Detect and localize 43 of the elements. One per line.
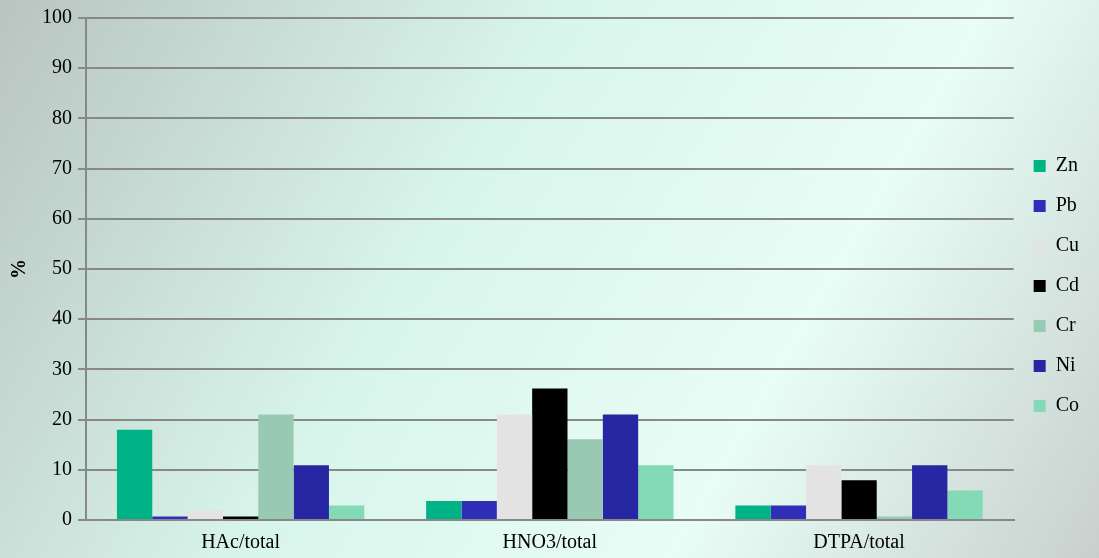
bar — [602, 414, 639, 519]
bar — [461, 500, 497, 519]
bar — [116, 429, 153, 519]
bar — [532, 388, 568, 519]
y-tick-label: 0 — [62, 507, 72, 530]
y-tick-label: 100 — [42, 5, 72, 28]
x-tick-label: HNO3/total — [502, 530, 598, 553]
bar — [770, 505, 807, 519]
y-tick-label: 90 — [52, 55, 72, 78]
legend-label: Pb — [1055, 193, 1077, 216]
bar — [426, 500, 462, 519]
y-tick-label: 80 — [52, 105, 72, 128]
bar — [947, 490, 983, 519]
bar — [638, 465, 674, 519]
bar — [567, 439, 603, 519]
bar — [496, 414, 533, 519]
bar — [328, 505, 365, 519]
x-tick-label: HAc/total — [201, 530, 281, 553]
bar — [735, 505, 771, 519]
bar — [258, 414, 294, 519]
x-tick-label: DTPA/total — [813, 530, 906, 553]
y-tick-label: 30 — [52, 356, 72, 379]
bar — [222, 516, 259, 519]
bar — [187, 510, 223, 519]
bar — [912, 465, 948, 519]
bar — [152, 516, 188, 519]
y-tick-label: 70 — [52, 155, 72, 178]
legend-label: Ni — [1055, 353, 1077, 376]
y-tick-label: 60 — [52, 206, 72, 229]
legend-label: Co — [1055, 393, 1079, 416]
y-axis-title: % — [7, 259, 30, 279]
legend-label: Cr — [1055, 313, 1076, 336]
bar — [876, 516, 913, 519]
y-tick-label: 10 — [52, 457, 72, 480]
legend-label: Zn — [1055, 153, 1078, 176]
y-tick-label: 20 — [52, 406, 72, 429]
bar — [841, 480, 877, 519]
bar — [806, 465, 842, 519]
legend-label: Cd — [1055, 273, 1079, 296]
bar — [293, 465, 329, 519]
legend-label: Cu — [1055, 233, 1079, 256]
y-tick-label: 40 — [52, 306, 72, 329]
y-tick-label: 50 — [52, 256, 72, 279]
